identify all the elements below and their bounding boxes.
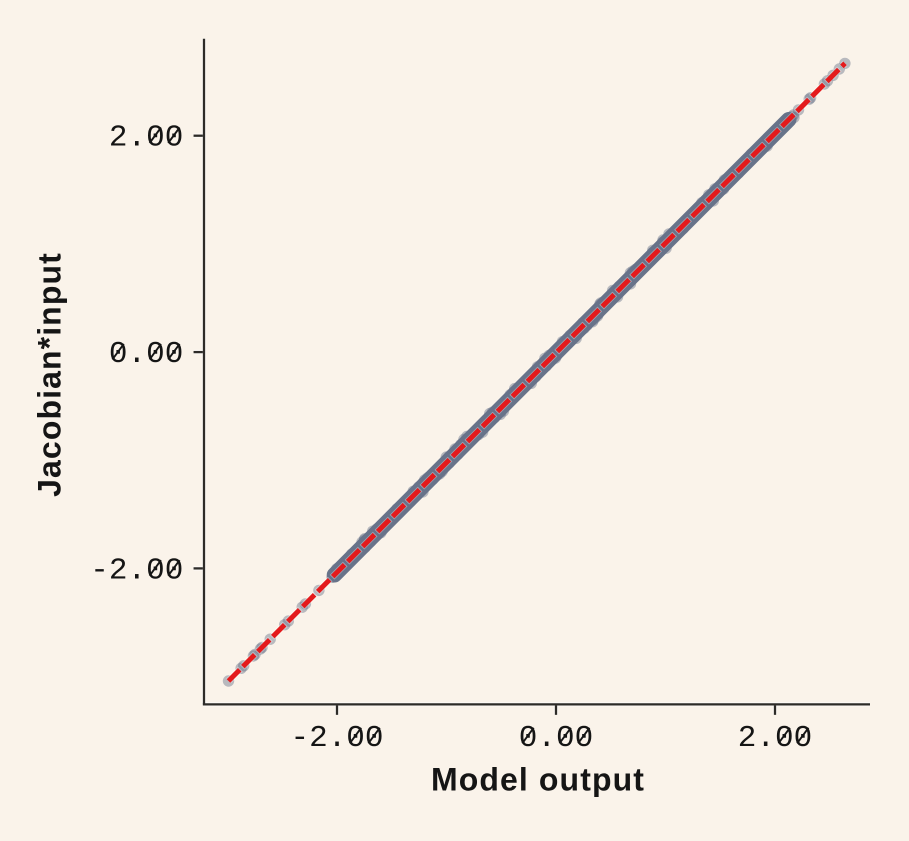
svg-text:-2.00: -2.00 (291, 721, 384, 756)
svg-text:Model output: Model output (431, 762, 645, 798)
svg-text:Jacobian*input: Jacobian*input (32, 252, 68, 497)
svg-text:-2.00: -2.00 (90, 553, 183, 588)
